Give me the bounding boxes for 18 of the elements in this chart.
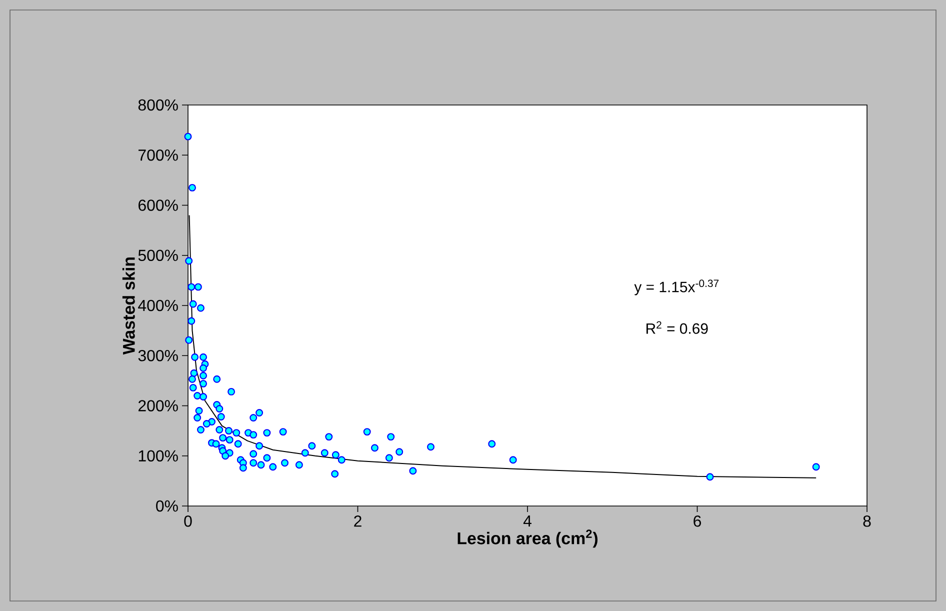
y-tick-label: 700% [138,149,178,161]
y-axis-title: Wasted skin [122,257,135,355]
x-tick-label: 4 [523,516,532,526]
y-tick-label: 200% [138,400,178,412]
y-tick-label: 500% [138,250,178,262]
y-tick-label: 800% [138,99,178,111]
x-tick-label: 2 [354,516,362,527]
x-tick-label: 8 [863,516,871,527]
y-tick-label: 300% [138,350,178,362]
x-tick-label: 6 [694,516,701,527]
x-axis-title: Lesion area (cm$^{2}$) [458,530,598,548]
y-tick-label: 100% [138,450,178,462]
annotation: y = 1.15x$^{-0.37}$ [634,280,719,296]
annotation: R$^{2}$ = 0.69 [646,321,708,334]
x-tick-label: 0 [184,516,192,527]
y-tick-label: 600% [138,200,178,211]
y-tick-label: 0% [156,500,178,512]
y-tick-label: 400% [138,300,178,312]
